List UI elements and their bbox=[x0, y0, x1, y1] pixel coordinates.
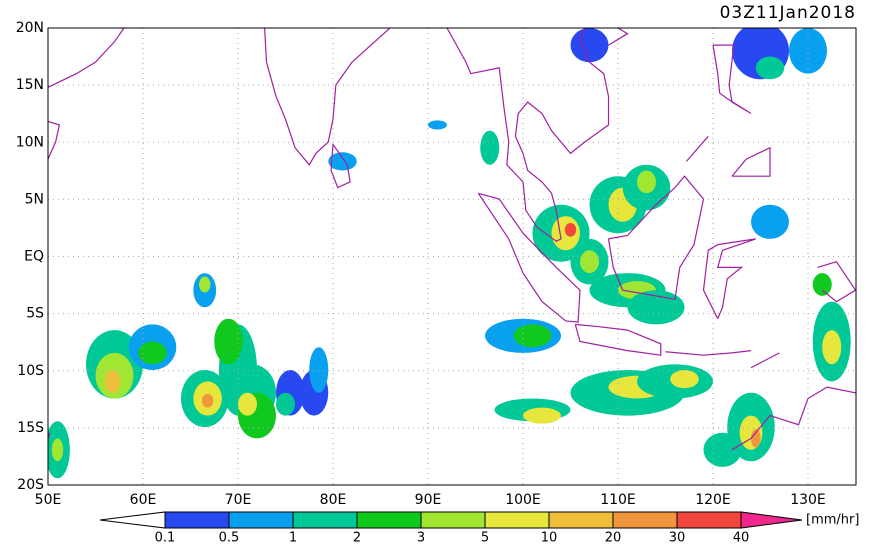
colorbar-label: 5 bbox=[481, 531, 489, 544]
lon-label: 100E bbox=[505, 492, 541, 508]
colorbar-box bbox=[676, 511, 742, 529]
rain-cell bbox=[523, 407, 561, 424]
rain-cell bbox=[199, 276, 211, 293]
rain-cell bbox=[51, 438, 64, 462]
coastline bbox=[731, 386, 856, 451]
lon-label: 50E bbox=[35, 492, 62, 508]
colorbar-box bbox=[484, 511, 550, 529]
coastline bbox=[607, 175, 705, 301]
rain-cell bbox=[138, 341, 167, 365]
lon-label: 130E bbox=[790, 492, 826, 508]
coastline bbox=[731, 146, 771, 177]
colorbar-unit: [mm/hr] bbox=[806, 513, 859, 528]
colorbar-label: 40 bbox=[733, 531, 750, 544]
map-title: 03Z11Jan2018 bbox=[720, 3, 856, 23]
coastline bbox=[702, 238, 756, 319]
rain-cell bbox=[513, 324, 552, 348]
coastline bbox=[48, 28, 125, 88]
rain-cell bbox=[789, 28, 827, 74]
colorbar: 0.1 0.5 1 2 3 5 10 20 30 40 [mm/hr] bbox=[99, 511, 859, 544]
rain-cell bbox=[812, 273, 832, 296]
colorbar-box bbox=[420, 511, 486, 529]
lat-label: 20S bbox=[17, 477, 44, 493]
lat-label: 20N bbox=[16, 20, 44, 36]
rain-cell bbox=[276, 392, 295, 416]
lat-label: 10S bbox=[17, 363, 44, 379]
rain-cell bbox=[105, 370, 121, 393]
colorbar-box bbox=[292, 511, 358, 529]
colorbar-label: 10 bbox=[541, 531, 558, 544]
rain-cell bbox=[570, 28, 609, 63]
coastline bbox=[712, 44, 752, 115]
rain-cell bbox=[751, 204, 789, 239]
coastline bbox=[750, 352, 780, 369]
coastlines bbox=[48, 28, 856, 451]
rain-cell bbox=[637, 170, 656, 194]
coastline bbox=[264, 28, 391, 166]
rain-cell bbox=[703, 432, 742, 467]
lat-label: 5N bbox=[25, 191, 44, 207]
rain-cell bbox=[309, 347, 329, 393]
rain-cell bbox=[238, 392, 257, 416]
lon-label: 70E bbox=[225, 492, 252, 508]
map-frame bbox=[47, 27, 857, 486]
rain-cell bbox=[751, 429, 761, 448]
colorbar-box bbox=[356, 511, 422, 529]
coastline bbox=[477, 192, 581, 323]
colorbar-box bbox=[228, 511, 294, 529]
coastline bbox=[574, 323, 662, 356]
rain-cell bbox=[564, 222, 577, 237]
rain-cell bbox=[214, 318, 243, 365]
lat-label: 10N bbox=[16, 134, 44, 150]
rain-cell bbox=[822, 330, 842, 365]
rain-field bbox=[48, 28, 851, 479]
lat-label: 15S bbox=[17, 420, 44, 436]
colorbar-label: 20 bbox=[605, 531, 622, 544]
colorbar-box bbox=[164, 511, 230, 529]
rain-cell bbox=[328, 152, 357, 171]
colorbar-box bbox=[548, 511, 614, 529]
colorbar-box bbox=[612, 511, 678, 529]
lon-label: 80E bbox=[320, 492, 347, 508]
colorbar-label: 3 bbox=[417, 531, 425, 544]
grid bbox=[48, 28, 856, 485]
coastline bbox=[446, 28, 610, 242]
lat-label: EQ bbox=[24, 249, 44, 265]
coastline bbox=[330, 143, 351, 189]
coastline bbox=[685, 135, 709, 162]
rain-cell bbox=[580, 250, 599, 274]
rain-cell bbox=[480, 130, 500, 165]
lon-label: 60E bbox=[130, 492, 157, 508]
lat-label: 15N bbox=[16, 77, 44, 93]
coastline bbox=[48, 120, 61, 160]
rain-cell bbox=[201, 393, 214, 408]
colorbar-label: 0.1 bbox=[155, 531, 176, 544]
rain-cell bbox=[670, 370, 699, 389]
lon-label: 110E bbox=[600, 492, 636, 508]
lon-label: 90E bbox=[415, 492, 442, 508]
colorbar-label: 1 bbox=[289, 531, 297, 544]
rain-cell bbox=[428, 120, 447, 130]
colorbar-low bbox=[99, 511, 166, 529]
coastline bbox=[665, 350, 752, 356]
colorbar-high bbox=[740, 511, 803, 529]
rain-cell bbox=[755, 56, 785, 80]
lon-label: 120E bbox=[695, 492, 731, 508]
colorbar-label: 0.5 bbox=[219, 531, 240, 544]
colorbar-label: 2 bbox=[353, 531, 361, 544]
colorbar-label: 30 bbox=[669, 531, 686, 544]
coastline bbox=[608, 28, 629, 46]
lat-label: 5S bbox=[26, 306, 44, 322]
